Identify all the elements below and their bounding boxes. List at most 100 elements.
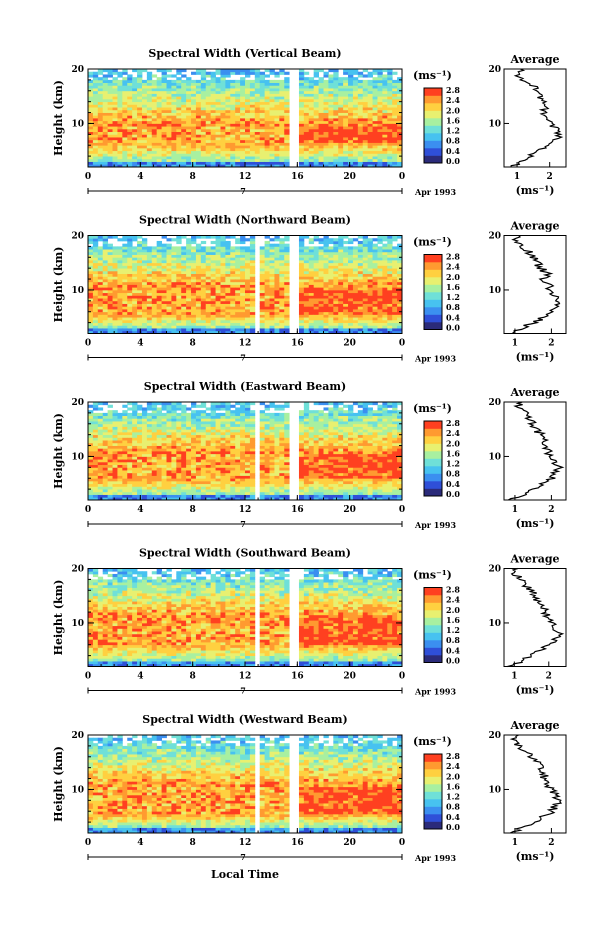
heatmap-cell	[186, 246, 192, 250]
heatmap-cell	[137, 260, 143, 264]
heatmap-cell	[137, 322, 143, 326]
heatmap-cell	[259, 317, 266, 321]
heatmap-cell	[127, 437, 133, 441]
heatmap-cell	[146, 79, 153, 84]
heatmap-cell	[141, 284, 148, 288]
heatmap-cell	[122, 281, 128, 285]
heatmap-cell	[372, 128, 378, 133]
heatmap-cell	[372, 289, 378, 294]
heatmap-cell	[254, 147, 261, 152]
heatmap-cell	[122, 284, 128, 288]
heatmap-cell	[112, 319, 118, 324]
heatmap-cell	[88, 418, 94, 422]
heatmap-cell	[195, 128, 202, 133]
heatmap-cell	[397, 164, 403, 168]
heatmap-cell	[186, 279, 192, 283]
heatmap-cell	[269, 98, 275, 103]
heatmap-cell	[352, 139, 359, 143]
heatmap-cell	[186, 303, 192, 307]
heatmap-cell	[215, 158, 221, 162]
heatmap-cell	[323, 243, 329, 247]
heatmap-cell	[269, 319, 275, 324]
heatmap-cell	[171, 120, 177, 124]
heatmap-cell	[264, 137, 270, 141]
heatmap-cell	[338, 134, 344, 138]
heatmap-cell	[367, 96, 373, 100]
heatmap-cell	[382, 325, 388, 329]
heatmap-cell	[141, 128, 148, 133]
heatmap-cell	[284, 300, 290, 304]
heatmap	[88, 235, 403, 334]
heatmap-cell	[303, 303, 310, 307]
heatmap-cell	[284, 82, 290, 86]
heatmap-cell	[235, 118, 241, 122]
heatmap-cell	[323, 328, 329, 332]
heatmap-cell	[357, 251, 364, 255]
heatmap-cell	[210, 150, 216, 154]
heatmap-cell	[382, 101, 388, 105]
heatmap-cell	[141, 243, 148, 247]
heatmap-cell	[176, 238, 182, 242]
heatmap-cell	[348, 90, 354, 94]
heatmap-cell	[377, 300, 383, 304]
heatmap-cell	[357, 150, 364, 154]
heatmap-cell	[343, 265, 349, 269]
heatmap-cell	[151, 287, 158, 291]
heatmap-cell	[92, 281, 99, 285]
heatmap-cell	[88, 90, 94, 94]
heatmap-cell	[107, 289, 113, 294]
heatmap-cell	[215, 139, 221, 143]
heatmap-cell	[264, 270, 270, 275]
heatmap-cell	[377, 153, 383, 157]
heatmap-cell	[230, 96, 236, 100]
heatmap-cell	[298, 249, 305, 253]
heatmap-cell	[195, 303, 202, 307]
heatmap-cell	[397, 317, 403, 321]
heatmap-cell	[392, 330, 398, 334]
colorbar-frame	[423, 87, 443, 164]
heatmap-cell	[269, 243, 275, 247]
heatmap-cell	[156, 445, 162, 449]
heatmap-cell	[343, 79, 349, 84]
heatmap-cell	[112, 467, 118, 471]
heatmap-cell	[348, 289, 354, 294]
heatmap-cell	[141, 147, 148, 152]
heatmap-cell	[117, 273, 123, 277]
heatmap-cell	[303, 104, 310, 108]
heatmap-cell	[127, 461, 133, 466]
heatmap-cell	[137, 147, 143, 152]
heatmap-cell	[112, 235, 118, 239]
heatmap-cell	[102, 491, 109, 495]
heatmap-cell	[137, 478, 143, 482]
heatmap-cell	[298, 317, 305, 321]
heatmap-cell	[372, 115, 378, 119]
heatmap-cell	[112, 276, 118, 280]
heatmap-cell	[225, 276, 231, 280]
heatmap-cell	[102, 265, 109, 269]
heatmap-cell	[215, 85, 221, 89]
heatmap-cell	[205, 79, 212, 84]
heatmap-cell	[151, 464, 158, 468]
heatmap-cell	[357, 287, 364, 291]
heatmap-cell	[382, 249, 388, 253]
heatmap-cell	[298, 265, 305, 269]
heatmap-cell	[225, 317, 231, 321]
heatmap-cell	[274, 262, 280, 266]
heatmap-cell	[328, 265, 334, 269]
heatmap-cell	[357, 254, 364, 258]
heatmap-cell	[195, 69, 202, 73]
heatmap-cell	[97, 319, 104, 324]
heatmap-cell	[264, 262, 270, 266]
heatmap-cell	[230, 69, 236, 73]
heatmap-cell	[112, 330, 118, 334]
heatmap-cell	[215, 317, 221, 321]
heatmap-cell	[122, 311, 128, 315]
heatmap-cell	[191, 322, 197, 326]
heatmap-cell	[102, 437, 109, 441]
heatmap-cell	[264, 147, 270, 152]
heatmap-cell	[352, 314, 359, 318]
heatmap-cell	[88, 265, 94, 269]
heatmap-cell	[220, 303, 226, 307]
heatmap-cell	[220, 74, 226, 78]
heatmap-cell	[122, 131, 128, 135]
